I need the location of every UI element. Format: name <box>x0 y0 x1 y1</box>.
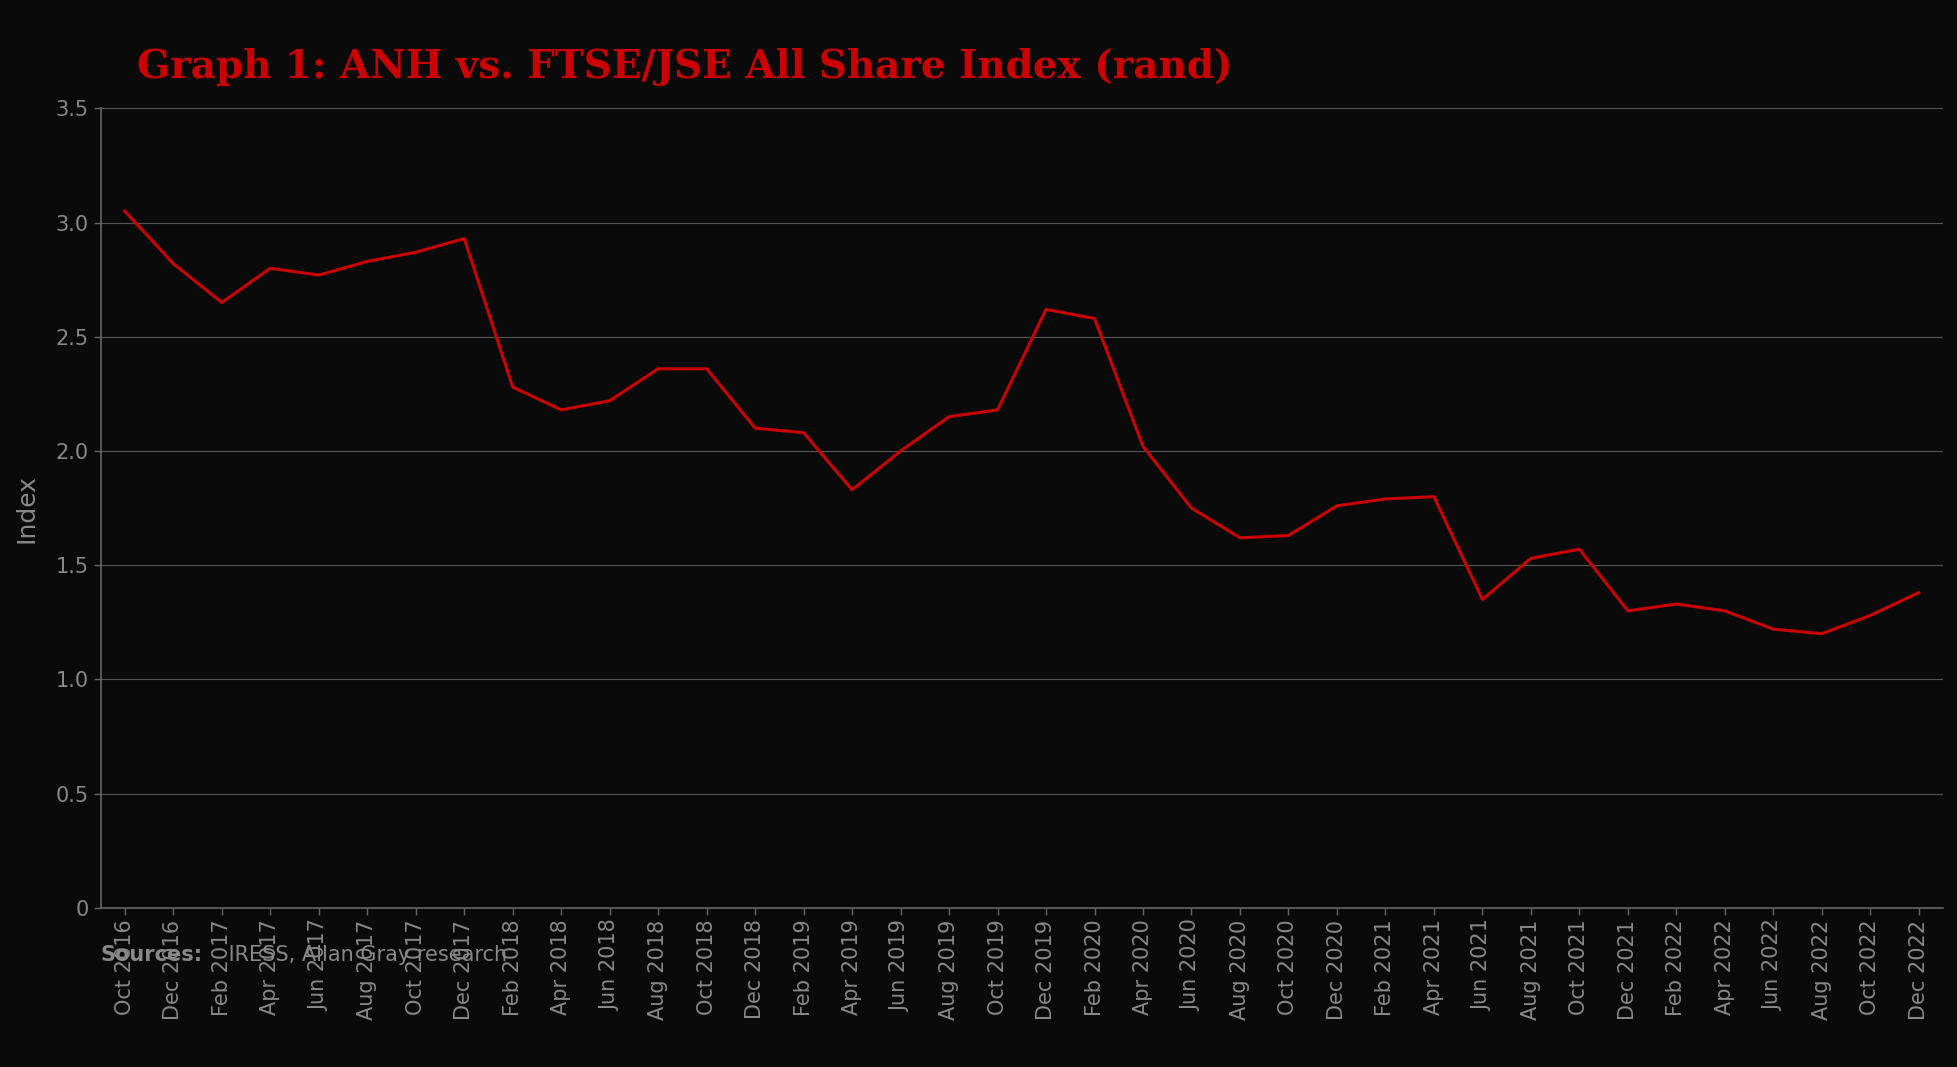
Text: Sources:: Sources: <box>100 945 204 966</box>
Y-axis label: Index: Index <box>16 474 39 542</box>
Text: Graph 1: ANH vs. FTSE/JSE All Share Index (rand): Graph 1: ANH vs. FTSE/JSE All Share Inde… <box>137 48 1231 86</box>
Text: IRESS, Allan Gray research: IRESS, Allan Gray research <box>221 945 507 966</box>
